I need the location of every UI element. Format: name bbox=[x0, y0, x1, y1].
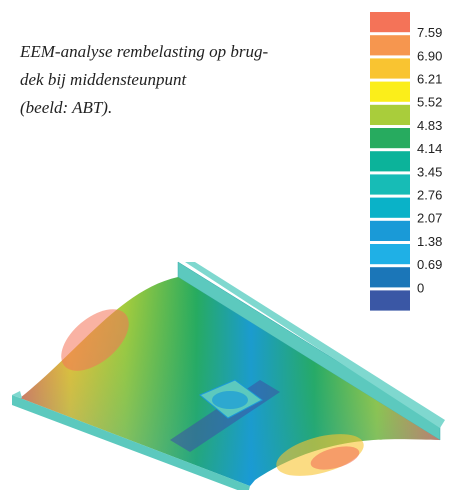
caption-line: (beeld: ABT). bbox=[20, 94, 350, 122]
legend-label: 5.52 bbox=[417, 95, 442, 110]
legend-swatch bbox=[370, 35, 410, 55]
legend-label: 0 bbox=[417, 280, 424, 295]
legend-swatch bbox=[370, 267, 410, 287]
legend-label: 3.45 bbox=[417, 164, 442, 179]
legend-label: 4.83 bbox=[417, 118, 442, 133]
caption-line: EEM-analyse rembelasting op brug- bbox=[20, 38, 350, 66]
legend-swatch bbox=[370, 82, 410, 102]
legend-label: 2.07 bbox=[417, 211, 442, 226]
page: 7.59 6.90 6.21 5.52 4.83 4.14 3.45 2.76 2.07 1.38… bbox=[0, 0, 462, 490]
legend-label: 7.59 bbox=[417, 25, 442, 40]
legend-swatch bbox=[370, 198, 410, 218]
legend-swatch bbox=[370, 128, 410, 148]
legend-label: 0.69 bbox=[417, 257, 442, 272]
legend-label: 4.14 bbox=[417, 141, 442, 156]
legend-swatch bbox=[370, 174, 410, 194]
legend-swatch bbox=[370, 221, 410, 241]
caption-line: dek bij middensteunpunt bbox=[20, 66, 350, 94]
legend-swatch bbox=[370, 12, 410, 32]
legend-label: 6.90 bbox=[417, 48, 442, 63]
legend-label: 2.76 bbox=[417, 188, 442, 203]
caption: EEM-analyse rembelasting op brug-dek bij… bbox=[20, 38, 350, 122]
legend-label: 6.21 bbox=[417, 72, 442, 87]
legend-swatch bbox=[370, 244, 410, 264]
legend-swatch bbox=[370, 151, 410, 171]
legend-swatch bbox=[370, 105, 410, 125]
legend-label: 1.38 bbox=[417, 234, 442, 249]
legend-swatch bbox=[370, 58, 410, 78]
legend-swatch bbox=[370, 290, 410, 310]
